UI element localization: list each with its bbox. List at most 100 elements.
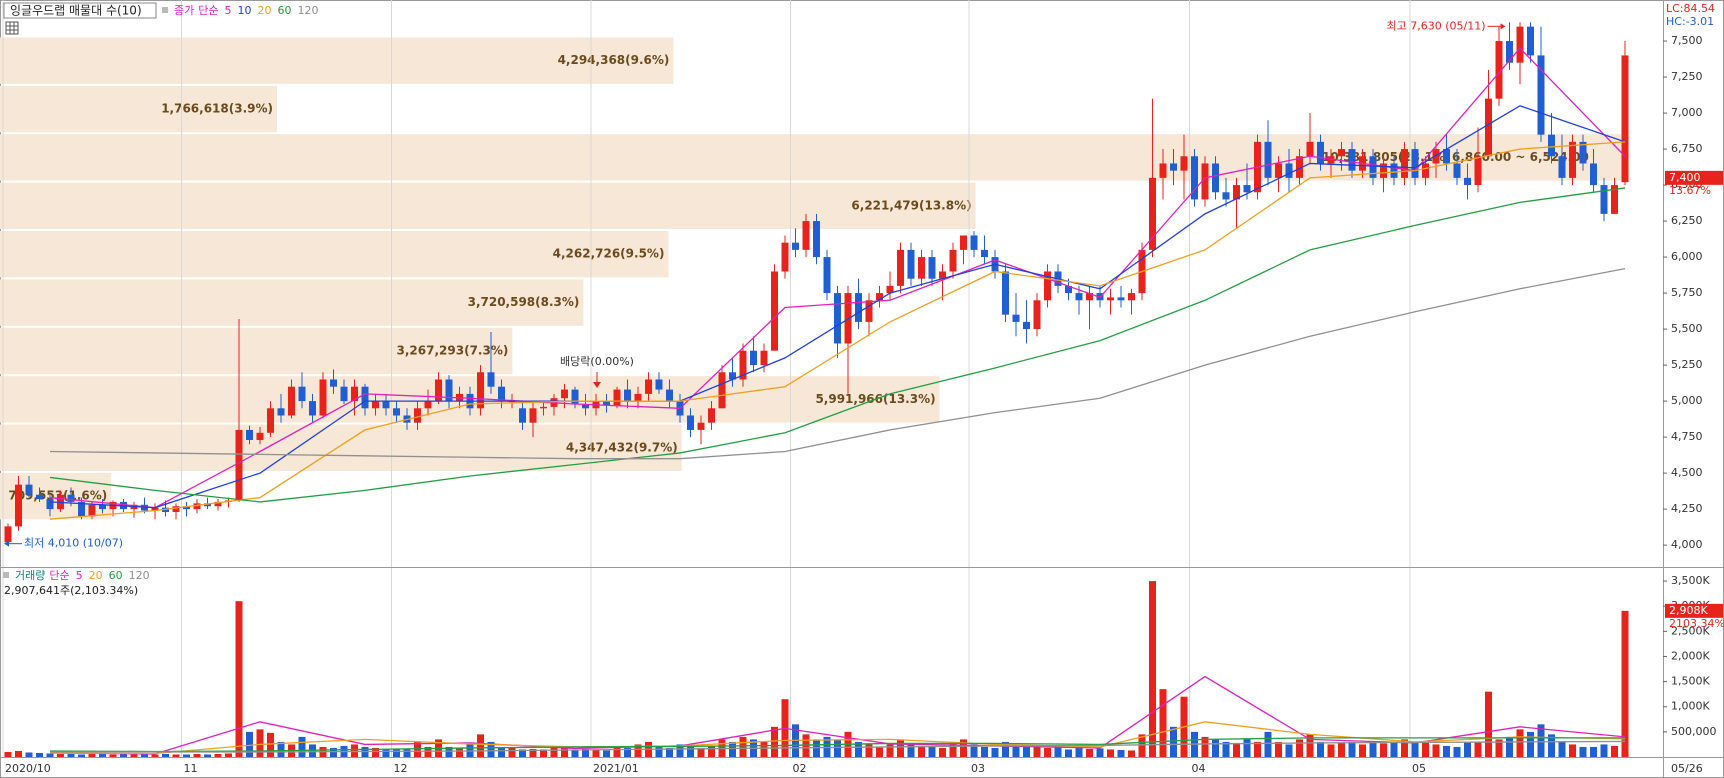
volume-bar [1443, 745, 1450, 757]
candle-body [1506, 41, 1513, 63]
candle-body [46, 499, 54, 510]
profile-label: 3,720,598(8.3%) [468, 295, 580, 309]
candle-body [1621, 55, 1629, 183]
candle-body [1327, 156, 1335, 164]
volume-bar [162, 753, 169, 757]
candle-body [372, 401, 379, 409]
candle-body [1044, 271, 1051, 301]
x-tick-label: 05/26 [1671, 762, 1703, 775]
candle-body [1348, 149, 1356, 171]
ex-dividend-arrowhead [593, 382, 601, 388]
candle-body [907, 249, 915, 279]
profile-bar [0, 424, 682, 471]
x-tick-label: 2020/10 [5, 762, 51, 775]
candle-body [897, 249, 904, 286]
candle-body [88, 504, 96, 517]
ma-line [49, 105, 1626, 509]
volume-bar [561, 747, 568, 757]
volume-bar [414, 741, 421, 757]
volume-bar [1233, 742, 1240, 757]
profile-bar [0, 231, 669, 278]
volume-bar [1044, 747, 1051, 757]
volume-bar [235, 601, 243, 757]
volume-bar [802, 734, 810, 757]
candle-body [498, 386, 505, 402]
candle-body [760, 350, 768, 366]
candle-body [1474, 156, 1482, 186]
volume-bar [1075, 747, 1083, 757]
ma-line [49, 187, 1626, 503]
y-tick-label: 6,250 [1671, 214, 1703, 227]
candle-body [1149, 177, 1156, 250]
grid-icon[interactable] [5, 21, 19, 35]
candle-body [1579, 141, 1587, 164]
legend-entry: 5 [225, 4, 232, 17]
volume-bar [508, 747, 516, 757]
volume-bar [57, 753, 64, 757]
volume-bar [1338, 742, 1345, 757]
volume-bar [424, 746, 432, 757]
volume-bar [1401, 739, 1408, 757]
last-tag-label: 7,400 [1669, 171, 1701, 184]
volume-bar [960, 739, 967, 757]
candle-body [1033, 300, 1041, 330]
volume-bar [1296, 739, 1303, 757]
volume-bar [939, 747, 946, 757]
legend-entry: 20 [258, 4, 272, 17]
candle-body [813, 221, 820, 258]
volume-bar [834, 739, 841, 757]
volume-bar [1012, 744, 1020, 757]
y-tick-label: 5,750 [1671, 286, 1703, 299]
candle-body [519, 408, 526, 423]
volume-bar [1212, 739, 1219, 757]
volume-bar [1579, 746, 1587, 757]
candle-body [1002, 271, 1009, 315]
volume-bar [1506, 736, 1513, 757]
volume-bar [393, 749, 400, 757]
x-tick-label: 02 [793, 762, 807, 775]
x-tick-label: 2021/01 [593, 762, 639, 775]
volume-bar [1264, 731, 1272, 757]
candle-body [1443, 149, 1450, 164]
volume-bar [267, 732, 274, 757]
candle-body [540, 406, 547, 409]
legend-marker [3, 572, 9, 578]
x-tick-label: 11 [184, 762, 198, 775]
candle-body [1065, 285, 1072, 294]
volume-bar [67, 753, 75, 757]
volume-bar [15, 750, 22, 757]
volume-bar [624, 747, 631, 757]
candle-body [582, 403, 589, 409]
volume-bar [477, 734, 484, 757]
candle-body [435, 379, 442, 402]
candle-body [1516, 26, 1524, 63]
candle-body [393, 408, 400, 416]
candle-body [960, 235, 967, 250]
candle-body [309, 401, 316, 416]
volume-bar [687, 746, 694, 757]
volume-bar [1369, 742, 1377, 757]
y-tick-label: 4,000 [1671, 538, 1703, 551]
candle-body [981, 249, 988, 258]
candle-body [1485, 98, 1492, 157]
volume-bar [1600, 744, 1608, 757]
legend-entry: 60 [109, 569, 123, 582]
candle-body [1306, 141, 1314, 157]
candle-body [351, 386, 358, 402]
volume-bar [739, 736, 747, 757]
volume-bar [1117, 749, 1125, 757]
ma-line [49, 737, 1625, 753]
candle-body [1264, 141, 1272, 178]
volume-bar [1096, 748, 1104, 757]
volume-bar [256, 729, 264, 757]
volume-bar [771, 726, 778, 757]
low-annotation: 최저 4,010 (10/07) [24, 537, 123, 550]
volume-bar [109, 754, 117, 757]
candle-body [708, 408, 715, 423]
candle-body [918, 257, 925, 279]
candle-body [4, 526, 12, 543]
volume-bar [865, 744, 873, 757]
volume-bar [1159, 689, 1167, 757]
candle-body [78, 501, 85, 517]
profile-label: 4,347,432(9.7%) [566, 440, 678, 454]
